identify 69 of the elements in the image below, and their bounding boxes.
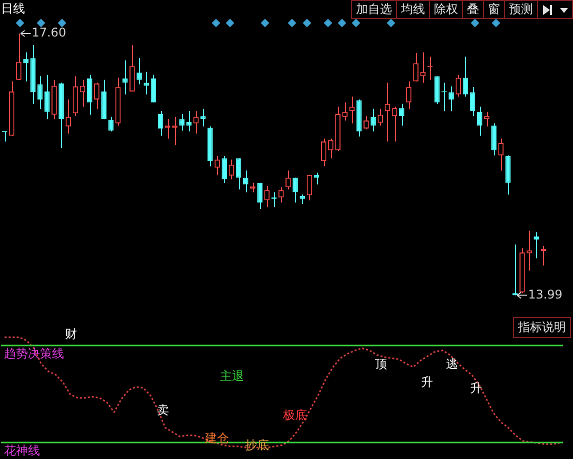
- text: 预测: [505, 1, 538, 18]
- candlestick: [448, 86, 454, 112]
- candlestick: [398, 103, 404, 126]
- candlestick: [236, 158, 242, 190]
- annotation: 建仓: [204, 431, 229, 446]
- annotation: 主退: [220, 369, 244, 384]
- candlestick: [200, 108, 206, 127]
- candlestick: [44, 74, 50, 120]
- candlestick: [286, 170, 291, 190]
- annotation: 升: [470, 381, 482, 396]
- candlestick: [378, 108, 384, 126]
- candlestick: [193, 110, 199, 134]
- text: 除权: [430, 1, 463, 18]
- candlestick: [314, 172, 320, 185]
- candlestick: [136, 58, 142, 85]
- text: 窗: [484, 1, 505, 18]
- candlestick: [420, 52, 426, 84]
- chart-title: 日线: [1, 1, 25, 16]
- candlestick: [158, 110, 164, 136]
- candlestick: [456, 74, 462, 98]
- candlestick: [462, 56, 468, 98]
- candlestick: [328, 138, 334, 159]
- candlestick: [476, 106, 482, 136]
- candlestick: [370, 108, 376, 132]
- candlestick: [179, 113, 184, 132]
- candlestick: [498, 138, 504, 172]
- candlestick: [512, 244, 518, 296]
- annotation: 升: [421, 375, 433, 390]
- candlestick: [484, 111, 490, 127]
- candlestick: [222, 156, 228, 184]
- candlestick: [164, 118, 170, 140]
- annotation: 13.99: [528, 287, 562, 302]
- candlestick: [257, 182, 262, 210]
- candlestick: [491, 122, 496, 156]
- text: 均线: [397, 1, 430, 18]
- annotation: 17.60: [32, 26, 66, 40]
- candlestick: [80, 79, 86, 108]
- annotation: 极底: [282, 408, 307, 422]
- candlestick: [300, 194, 306, 204]
- candlestick: [86, 74, 92, 116]
- ref-line-label: 趋势决策线: [4, 346, 64, 361]
- candlestick: [242, 170, 248, 193]
- ref-line-label: 花神线: [4, 444, 40, 458]
- candlestick: [470, 86, 476, 117]
- text: 叠: [463, 1, 484, 18]
- candlestick: [122, 60, 128, 95]
- candlestick: [214, 156, 220, 176]
- candlestick: [94, 82, 100, 110]
- candlestick: [172, 116, 178, 146]
- candlestick: [278, 186, 284, 203]
- text: 指标说明: [513, 317, 571, 338]
- candlestick: [150, 74, 156, 103]
- candlestick: [66, 98, 72, 134]
- annotation: 顶: [375, 357, 387, 372]
- candlestick: [320, 138, 326, 167]
- candlestick: [413, 52, 418, 82]
- annotation: 逃: [446, 357, 458, 372]
- text: 加自选: [352, 1, 397, 18]
- candlestick: [130, 44, 135, 92]
- candlestick: [292, 177, 298, 203]
- candlestick: [23, 52, 28, 82]
- candlestick: [349, 96, 355, 124]
- candlestick: [534, 232, 540, 259]
- annotation: 卖: [157, 403, 169, 418]
- candlestick: [264, 185, 270, 208]
- candlestick: [392, 106, 398, 142]
- candlestick: [16, 32, 22, 80]
- candlestick: [406, 80, 412, 110]
- annotation: 财: [65, 327, 77, 342]
